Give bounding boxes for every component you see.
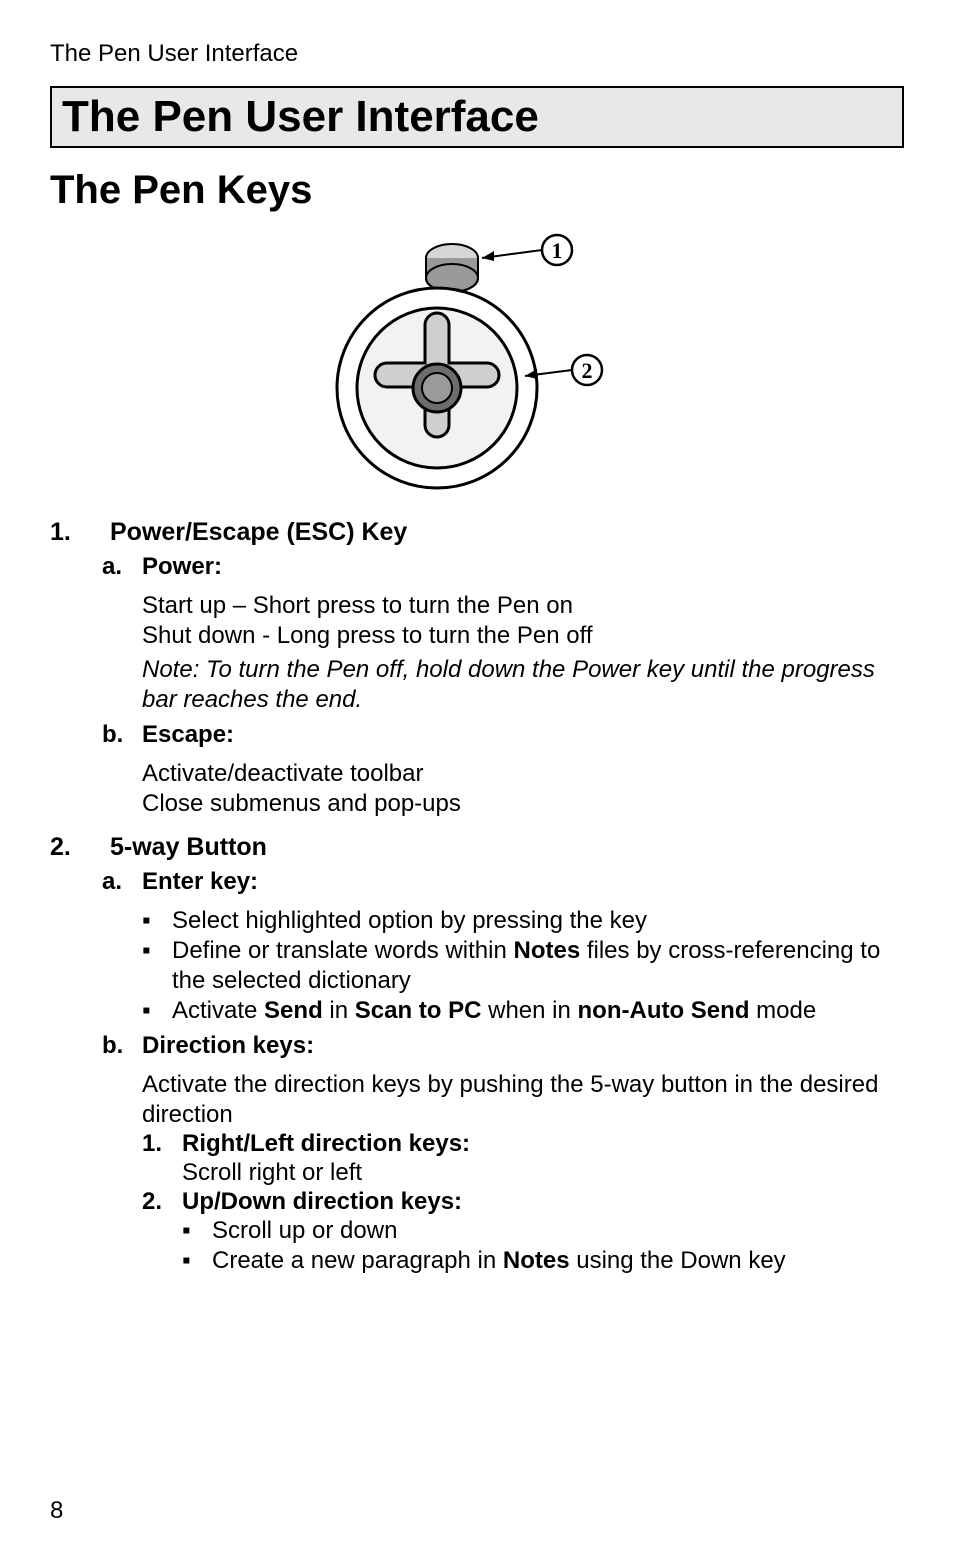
title-text: The Pen User Interface <box>62 92 892 142</box>
section-heading: The Pen Keys <box>50 168 904 213</box>
item-2a: a. Enter key: <box>102 868 904 896</box>
item-1-marker: 1. <box>50 518 110 547</box>
item-2b-2-bullets: ▪ Scroll up or down ▪ Create a new parag… <box>182 1216 904 1276</box>
bullet-icon: ▪ <box>182 1216 212 1246</box>
item-2a-marker: a. <box>102 868 142 896</box>
item-2a-b1: ▪ Select highlighted option by pressing … <box>142 906 904 936</box>
item-1a-marker: a. <box>102 553 142 581</box>
item-2b-1-body: Scroll right or left <box>182 1158 904 1188</box>
pen-keys-diagram: 1 2 <box>297 228 657 498</box>
bullet-icon: ▪ <box>142 936 172 966</box>
item-2b-heading: Direction keys: <box>142 1032 314 1060</box>
item-2a-b3: ▪ Activate Send in Scan to PC when in no… <box>142 996 904 1026</box>
item-1a-line1: Start up – Short press to turn the Pen o… <box>142 591 904 621</box>
bullet-icon: ▪ <box>142 996 172 1026</box>
item-2b-marker: b. <box>102 1032 142 1060</box>
title-box: The Pen User Interface <box>50 86 904 148</box>
item-2b-2: 2. Up/Down direction keys: ▪ Scroll up o… <box>142 1188 904 1276</box>
item-2-marker: 2. <box>50 833 110 862</box>
item-2b: b. Direction keys: <box>102 1032 904 1060</box>
item-1b-heading: Escape: <box>142 721 234 749</box>
item-2: 2. 5-way Button <box>50 833 904 862</box>
item-2b-1: 1. Right/Left direction keys: Scroll rig… <box>142 1130 904 1188</box>
item-1b-line2: Close submenus and pop-ups <box>142 789 904 819</box>
page-number: 8 <box>50 1497 63 1525</box>
item-1a-heading: Power: <box>142 553 222 581</box>
item-1-heading: Power/Escape (ESC) Key <box>110 518 407 547</box>
callout-2-icon: 2 <box>582 358 593 383</box>
item-2a-b2: ▪ Define or translate words within Notes… <box>142 936 904 996</box>
item-2b-2-bul2-text: Create a new paragraph in Notes using th… <box>212 1246 786 1276</box>
item-2a-b3-text: Activate Send in Scan to PC when in non-… <box>172 996 816 1026</box>
item-1a: a. Power: <box>102 553 904 581</box>
item-1b-marker: b. <box>102 721 142 749</box>
bullet-icon: ▪ <box>182 1246 212 1276</box>
item-2b-2-heading: Up/Down direction keys: <box>182 1188 462 1216</box>
item-2b-2-bul1: ▪ Scroll up or down <box>182 1216 904 1246</box>
callout-1-icon: 1 <box>552 238 563 263</box>
item-2b-1-marker: 1. <box>142 1130 182 1158</box>
item-2-heading: 5-way Button <box>110 833 267 862</box>
item-1a-note: Note: To turn the Pen off, hold down the… <box>142 655 904 715</box>
item-1: 1. Power/Escape (ESC) Key <box>50 518 904 547</box>
bullet-icon: ▪ <box>142 906 172 936</box>
item-2a-b2-text: Define or translate words within Notes f… <box>172 936 904 996</box>
item-1a-line2: Shut down - Long press to turn the Pen o… <box>142 621 904 651</box>
running-header: The Pen User Interface <box>50 40 904 68</box>
item-2b-1-heading: Right/Left direction keys: <box>182 1130 470 1158</box>
item-1b-line1: Activate/deactivate toolbar <box>142 759 904 789</box>
item-2b-2-bul2: ▪ Create a new paragraph in Notes using … <box>182 1246 904 1276</box>
item-2a-heading: Enter key: <box>142 868 258 896</box>
item-2a-b1-text: Select highlighted option by pressing th… <box>172 906 647 936</box>
item-2b-intro: Activate the direction keys by pushing t… <box>142 1070 904 1130</box>
item-2a-bullets: ▪ Select highlighted option by pressing … <box>142 906 904 1026</box>
item-1b: b. Escape: <box>102 721 904 749</box>
item-2b-2-bul1-text: Scroll up or down <box>212 1216 397 1246</box>
item-2b-2-marker: 2. <box>142 1188 182 1216</box>
